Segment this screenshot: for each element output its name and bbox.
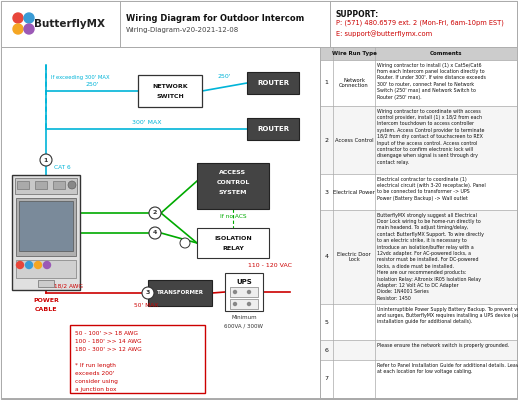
Bar <box>70 325 205 393</box>
Bar <box>320 304 517 340</box>
Text: 1: 1 <box>44 158 48 162</box>
Text: POWER: POWER <box>33 298 59 303</box>
Text: 250': 250' <box>218 74 232 79</box>
Text: E: support@butterflymx.com: E: support@butterflymx.com <box>336 30 432 37</box>
Text: 50' MAX: 50' MAX <box>134 303 158 308</box>
Text: Wiring-Diagram-v20-2021-12-08: Wiring-Diagram-v20-2021-12-08 <box>126 27 239 33</box>
Text: Uninterruptible Power Supply Battery Backup. To prevent voltage drops
and surges: Uninterruptible Power Supply Battery Bac… <box>377 306 518 324</box>
Circle shape <box>24 24 34 34</box>
Text: Network
Connection: Network Connection <box>339 78 369 88</box>
Text: CAT 6: CAT 6 <box>54 165 70 170</box>
Text: 3: 3 <box>324 190 328 194</box>
Text: SYSTEM: SYSTEM <box>219 190 247 196</box>
Text: 180 - 300' >> 12 AWG: 180 - 300' >> 12 AWG <box>75 347 142 352</box>
Text: 2: 2 <box>153 210 157 216</box>
Text: 110 - 120 VAC: 110 - 120 VAC <box>248 263 292 268</box>
Text: 1: 1 <box>325 80 328 86</box>
Bar <box>19 201 73 251</box>
Text: Comments: Comments <box>430 51 462 56</box>
Text: consider using: consider using <box>75 379 118 384</box>
Text: 7: 7 <box>324 376 328 382</box>
Text: Wiring contractor to coordinate with access
control provider, install (1) x 18/2: Wiring contractor to coordinate with acc… <box>377 108 484 165</box>
Text: 3: 3 <box>146 290 150 296</box>
Bar <box>247 118 299 140</box>
Bar <box>1 47 320 398</box>
Circle shape <box>25 262 33 268</box>
Bar <box>15 178 77 194</box>
Text: P: (571) 480.6579 ext. 2 (Mon-Fri, 6am-10pm EST): P: (571) 480.6579 ext. 2 (Mon-Fri, 6am-1… <box>336 20 504 26</box>
Text: 100 - 180' >> 14 AWG: 100 - 180' >> 14 AWG <box>75 339 141 344</box>
Bar <box>12 175 80 290</box>
Text: 600VA / 300W: 600VA / 300W <box>224 323 264 328</box>
Bar <box>320 47 517 60</box>
Circle shape <box>35 262 41 268</box>
Bar <box>230 299 258 309</box>
Text: ButterflyMX: ButterflyMX <box>34 19 105 29</box>
Text: Access Control: Access Control <box>335 138 373 142</box>
Text: 300' MAX: 300' MAX <box>132 120 161 125</box>
Text: ACCESS: ACCESS <box>220 170 247 176</box>
Text: Electrical contractor to coordinate (1)
electrical circuit (with 3-20 receptacle: Electrical contractor to coordinate (1) … <box>377 176 486 201</box>
Text: Electric Door
Lock: Electric Door Lock <box>337 252 371 262</box>
Circle shape <box>149 227 161 239</box>
Text: exceeds 200': exceeds 200' <box>75 371 114 376</box>
Circle shape <box>248 302 251 306</box>
Circle shape <box>44 262 50 268</box>
Bar <box>320 360 517 398</box>
Circle shape <box>13 13 23 23</box>
Text: 5: 5 <box>325 320 328 324</box>
Text: Refer to Panel Installation Guide for additional details. Leave 6' service loop
: Refer to Panel Installation Guide for ad… <box>377 362 518 374</box>
Text: Electrical Power: Electrical Power <box>333 190 375 194</box>
Circle shape <box>142 287 154 299</box>
Text: TRANSFORMER: TRANSFORMER <box>156 290 204 296</box>
Text: 6: 6 <box>325 348 328 352</box>
Circle shape <box>24 13 34 23</box>
Bar <box>17 181 29 189</box>
Text: ROUTER: ROUTER <box>257 126 289 132</box>
Bar <box>35 181 47 189</box>
Bar <box>16 198 76 256</box>
Bar <box>247 72 299 94</box>
Text: UPS: UPS <box>236 279 252 285</box>
Text: 4: 4 <box>324 254 328 260</box>
Text: Wiring contractor to install (1) x Cat5e/Cat6
from each Intercom panel location : Wiring contractor to install (1) x Cat5e… <box>377 62 486 100</box>
Bar <box>197 163 269 209</box>
Text: 50 - 100' >> 18 AWG: 50 - 100' >> 18 AWG <box>75 331 138 336</box>
Text: 18/2 AWG: 18/2 AWG <box>54 283 83 288</box>
Text: 250': 250' <box>85 82 99 87</box>
Circle shape <box>180 238 190 248</box>
Text: ButterflyMX strongly suggest all Electrical
Door Lock wiring to be home-run dire: ButterflyMX strongly suggest all Electri… <box>377 212 484 301</box>
Bar <box>230 287 258 297</box>
Bar <box>320 340 517 360</box>
Text: 2: 2 <box>324 138 328 142</box>
Bar <box>148 280 212 306</box>
Bar <box>320 174 517 210</box>
Circle shape <box>234 302 237 306</box>
Circle shape <box>234 290 237 294</box>
Text: 4: 4 <box>153 230 157 236</box>
Bar <box>1 1 517 47</box>
Bar <box>138 75 202 107</box>
Bar <box>16 260 76 278</box>
Text: NETWORK: NETWORK <box>152 84 188 90</box>
Circle shape <box>68 181 76 189</box>
Text: SWITCH: SWITCH <box>156 94 184 98</box>
Text: CONTROL: CONTROL <box>217 180 250 186</box>
Text: ROUTER: ROUTER <box>257 80 289 86</box>
Bar <box>320 210 517 304</box>
Text: If exceeding 300' MAX: If exceeding 300' MAX <box>51 75 110 80</box>
Text: * If run length: * If run length <box>75 363 116 368</box>
Text: ISOLATION: ISOLATION <box>214 236 252 240</box>
Bar <box>197 228 269 258</box>
Text: Wire Run Type: Wire Run Type <box>332 51 377 56</box>
Text: SUPPORT:: SUPPORT: <box>336 10 379 19</box>
Text: Wiring Diagram for Outdoor Intercom: Wiring Diagram for Outdoor Intercom <box>126 14 304 23</box>
Text: Please ensure the network switch is properly grounded.: Please ensure the network switch is prop… <box>377 342 509 348</box>
Circle shape <box>149 207 161 219</box>
Text: If no ACS: If no ACS <box>220 214 247 219</box>
Text: a junction box: a junction box <box>75 387 117 392</box>
Bar <box>38 280 54 287</box>
Bar <box>53 181 65 189</box>
Circle shape <box>13 24 23 34</box>
Text: Minimum: Minimum <box>231 315 257 320</box>
